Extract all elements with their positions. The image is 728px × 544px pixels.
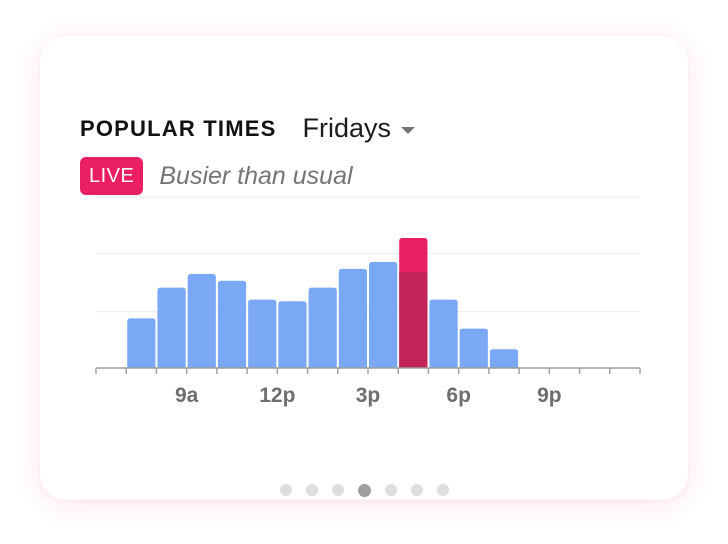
live-status-text: Busier than usual (159, 161, 353, 190)
pagination-dots (40, 483, 688, 497)
popular-times-card: POPULAR TIMES Fridays LIVE Busier than u… (40, 36, 688, 500)
x-tick-label-6p: 6p (446, 384, 471, 407)
card-header: POPULAR TIMES Fridays (80, 112, 416, 144)
x-tick-label-3p: 3p (356, 384, 381, 407)
x-tick-label-12p: 12p (259, 384, 295, 407)
pagination-dot-6[interactable] (410, 484, 423, 496)
day-dropdown-label: Fridays (302, 112, 392, 143)
day-dropdown[interactable]: Fridays (303, 113, 416, 144)
bar-8 (157, 287, 186, 368)
bar-19 (489, 349, 519, 368)
bar-15 (369, 261, 398, 368)
pagination-dot-7[interactable] (436, 484, 449, 496)
bar-14 (338, 268, 367, 368)
bar-9 (187, 273, 216, 368)
bar-7 (127, 318, 156, 368)
live-status-row: LIVE Busier than usual (80, 157, 353, 195)
x-tick-label-9a: 9a (175, 384, 199, 407)
pagination-dot-2[interactable] (305, 484, 318, 496)
bar-18 (459, 328, 488, 368)
bar-16 (399, 272, 428, 368)
pagination-dot-3[interactable] (331, 484, 344, 496)
bar-17 (429, 299, 458, 368)
pagination-dot-4[interactable] (357, 483, 371, 497)
bar-10 (217, 280, 247, 368)
bar-12 (278, 301, 307, 368)
section-title: POPULAR TIMES (80, 116, 277, 141)
x-tick-label-9p: 9p (537, 384, 562, 407)
popular-times-chart: 9a 12p 3p 6p 9p (95, 196, 641, 407)
bar-13 (308, 287, 337, 368)
pagination-dot-1[interactable] (279, 484, 292, 496)
live-badge: LIVE (80, 157, 144, 195)
bar-11 (248, 299, 277, 368)
pagination-dot-5[interactable] (384, 484, 397, 496)
caret-down-icon (401, 126, 416, 134)
